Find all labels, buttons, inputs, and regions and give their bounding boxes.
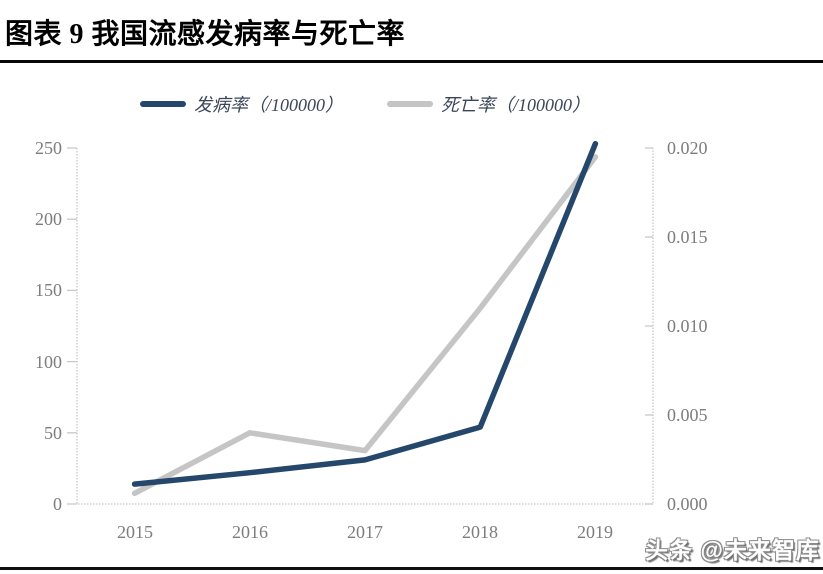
x-axis-tick-label: 2019 [577, 522, 613, 542]
left-axis-tick-label: 200 [35, 209, 62, 230]
title-underline [0, 60, 823, 63]
left-axis-tick-label: 100 [35, 351, 62, 372]
legend-item-incidence: 发病率（/100000） [139, 91, 343, 117]
right-axis-tick-label: 0.000 [667, 494, 708, 514]
bottom-rule [0, 567, 823, 570]
left-axis-tick-label: 150 [35, 280, 62, 301]
legend-label-mortality: 死亡率（/100000） [441, 95, 591, 115]
right-axis-tick-label: 0.015 [667, 227, 708, 247]
left-axis-tick-label: 0 [53, 494, 62, 514]
left-axis-tick-label: 50 [44, 422, 62, 443]
right-axis-tick-label: 0.020 [667, 138, 708, 158]
right-axis-tick-label: 0.005 [667, 405, 708, 425]
x-axis-tick-label: 2016 [232, 522, 268, 542]
legend-item-mortality: 死亡率（/100000） [387, 91, 590, 117]
legend-label-incidence: 发病率（/100000） [193, 95, 343, 115]
x-axis-tick-label: 2017 [347, 522, 383, 542]
chart-legend: 发病率（/100000） 死亡率（/100000） [77, 92, 653, 116]
page-title: 图表 9 我国流感发病率与死亡率 [5, 19, 406, 50]
left-axis-tick-label: 250 [35, 138, 62, 158]
mortality-line-swatch [387, 101, 433, 107]
watermark-toutiao: 头条 @未来智库 [645, 537, 820, 563]
incidence-line-swatch [139, 101, 186, 107]
x-axis-tick-label: 2015 [117, 522, 153, 542]
x-axis-tick-label: 2018 [462, 522, 498, 542]
right-axis-tick-label: 0.010 [667, 316, 708, 336]
